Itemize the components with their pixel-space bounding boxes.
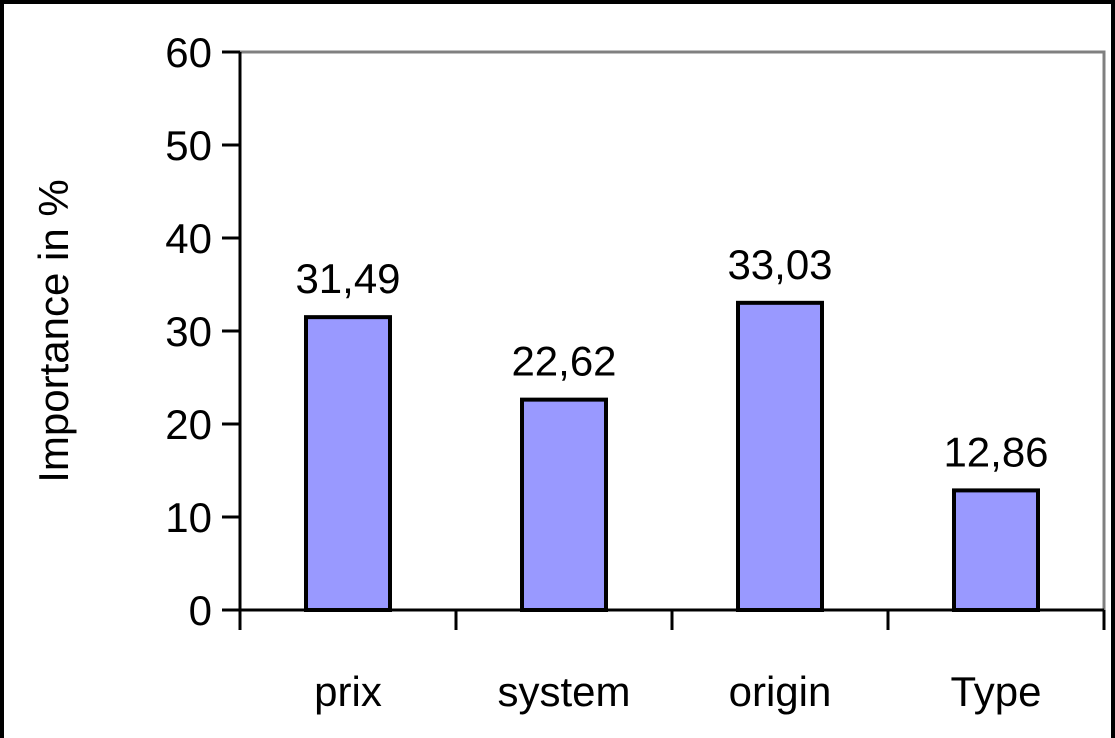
y-axis-title: Importance in % xyxy=(30,179,77,482)
x-category-label: Type xyxy=(950,668,1041,715)
y-tick-label: 40 xyxy=(165,215,212,262)
y-tick-label: 20 xyxy=(165,401,212,448)
x-category-label: prix xyxy=(314,668,382,715)
data-label-system: 22,62 xyxy=(511,338,616,385)
y-tick-label: 30 xyxy=(165,308,212,355)
data-label-prix: 31,49 xyxy=(295,255,400,302)
x-category-label: system xyxy=(497,668,630,715)
bar-type xyxy=(952,488,1040,613)
data-label-origin: 33,03 xyxy=(727,241,832,288)
axes-layer xyxy=(222,50,1106,630)
y-tick-label: 0 xyxy=(189,587,212,634)
bar-system xyxy=(520,397,608,612)
y-tick-label: 50 xyxy=(165,122,212,169)
labels-layer: 0 10 20 30 40 50 60 31,49 prix 22,62 system 33,03 or… xyxy=(165,29,1048,715)
bar-prix xyxy=(304,315,392,612)
y-tick-label: 60 xyxy=(165,29,212,76)
bar-origin xyxy=(736,300,824,612)
y-tick-label: 10 xyxy=(165,494,212,541)
x-category-label: origin xyxy=(729,668,832,715)
data-label-type: 12,86 xyxy=(943,428,1048,475)
